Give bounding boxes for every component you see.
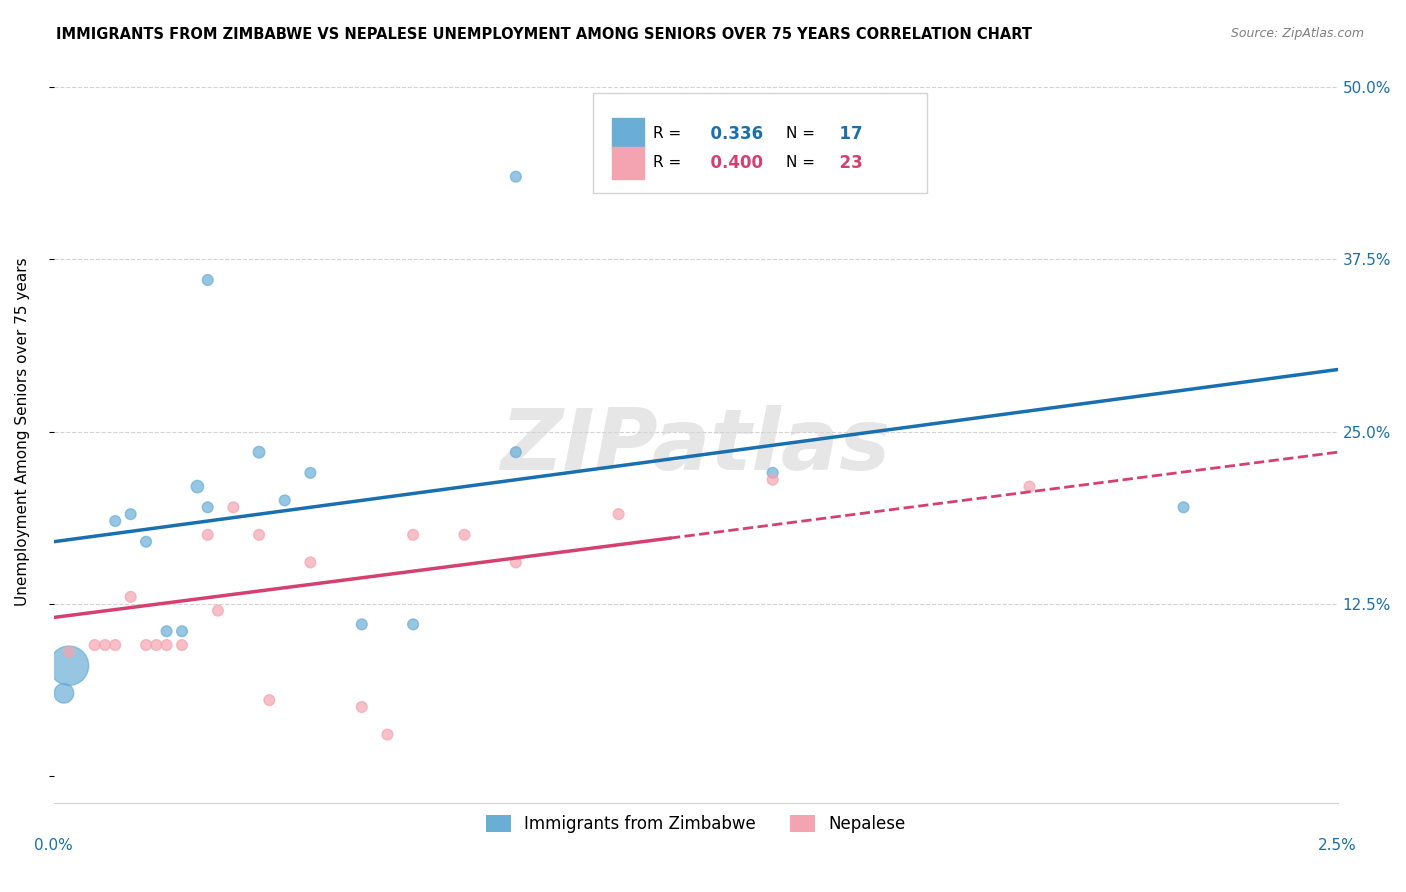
- Point: [197, 500, 219, 515]
- Point: [58, 658, 80, 673]
- Legend: Immigrants from Zimbabwe, Nepalese: Immigrants from Zimbabwe, Nepalese: [479, 808, 912, 839]
- Y-axis label: Unemployment Among Seniors over 75 years: Unemployment Among Seniors over 75 years: [15, 257, 30, 606]
- Point: [135, 638, 157, 652]
- Text: R =: R =: [654, 127, 682, 142]
- Point: [120, 590, 142, 604]
- Point: [1018, 480, 1040, 494]
- Text: N =: N =: [786, 127, 814, 142]
- Point: [83, 638, 105, 652]
- Point: [1173, 500, 1195, 515]
- Point: [186, 480, 208, 494]
- Bar: [612, 147, 644, 178]
- Point: [94, 638, 117, 652]
- Point: [155, 638, 177, 652]
- Point: [135, 534, 157, 549]
- Point: [197, 528, 219, 542]
- Point: [402, 528, 425, 542]
- Point: [247, 528, 270, 542]
- Point: [607, 507, 630, 521]
- Point: [350, 700, 373, 714]
- Text: 23: 23: [828, 154, 863, 172]
- Text: 0.336: 0.336: [699, 125, 763, 143]
- Text: R =: R =: [654, 155, 682, 170]
- Text: N =: N =: [786, 155, 814, 170]
- Point: [104, 638, 127, 652]
- Point: [259, 693, 281, 707]
- Point: [762, 473, 785, 487]
- Point: [170, 638, 193, 652]
- Point: [762, 466, 785, 480]
- Text: 2.5%: 2.5%: [1319, 838, 1357, 853]
- Point: [155, 624, 177, 639]
- Point: [505, 169, 527, 184]
- Point: [197, 273, 219, 287]
- Text: 0.0%: 0.0%: [34, 838, 73, 853]
- Point: [145, 638, 167, 652]
- Point: [247, 445, 270, 459]
- Text: Source: ZipAtlas.com: Source: ZipAtlas.com: [1230, 27, 1364, 40]
- Point: [299, 466, 322, 480]
- Point: [299, 555, 322, 569]
- Point: [377, 728, 399, 742]
- Point: [58, 645, 80, 659]
- Text: 17: 17: [828, 125, 862, 143]
- Point: [402, 617, 425, 632]
- Point: [453, 528, 475, 542]
- Point: [170, 624, 193, 639]
- Point: [52, 686, 75, 700]
- Point: [274, 493, 297, 508]
- Point: [207, 604, 229, 618]
- Bar: [612, 118, 644, 149]
- Text: 0.400: 0.400: [699, 154, 763, 172]
- Point: [505, 445, 527, 459]
- Point: [104, 514, 127, 528]
- Point: [120, 507, 142, 521]
- Text: ZIPatlas: ZIPatlas: [501, 405, 891, 488]
- FancyBboxPatch shape: [593, 93, 927, 194]
- Text: IMMIGRANTS FROM ZIMBABWE VS NEPALESE UNEMPLOYMENT AMONG SENIORS OVER 75 YEARS CO: IMMIGRANTS FROM ZIMBABWE VS NEPALESE UNE…: [56, 27, 1032, 42]
- Point: [222, 500, 245, 515]
- Point: [505, 555, 527, 569]
- Point: [350, 617, 373, 632]
